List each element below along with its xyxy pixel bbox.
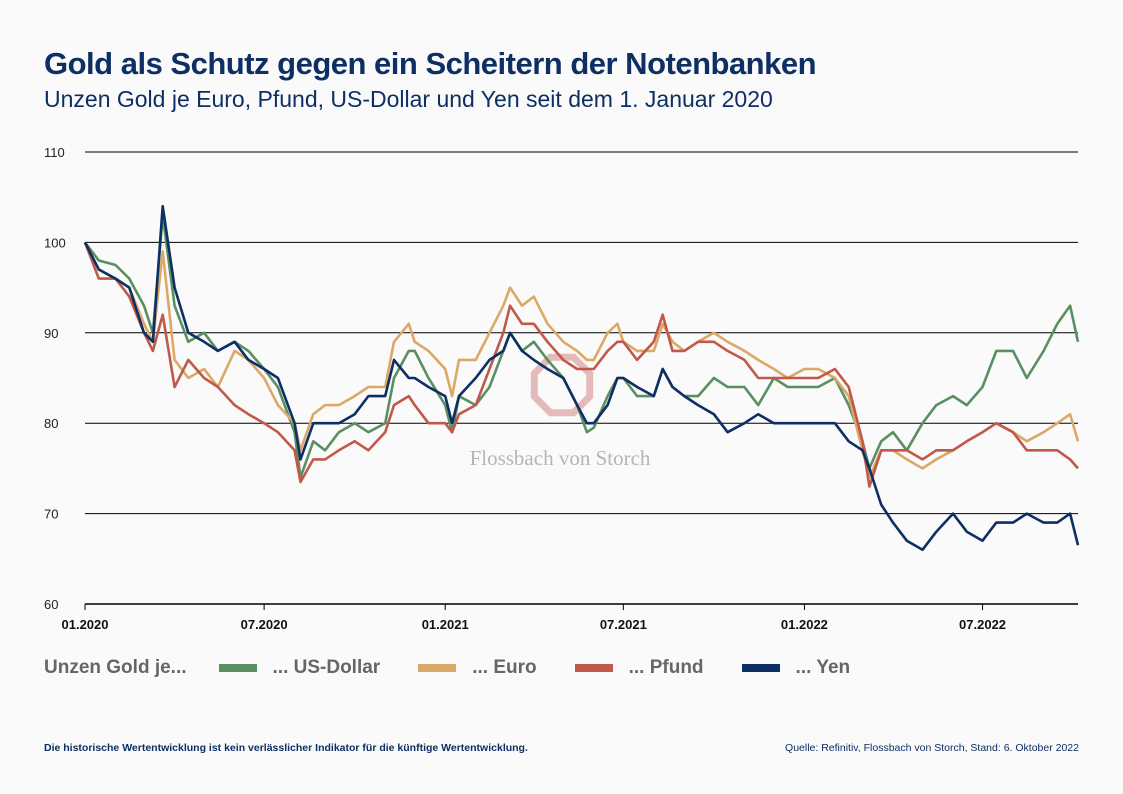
series-line-usd [83, 214, 1080, 479]
legend-item-jpy: ... Yen [741, 657, 851, 679]
series-line-jpy [83, 204, 1080, 552]
x-tick-label: 01.2021 [422, 617, 469, 632]
legend-item-usd: ... US-Dollar [218, 657, 381, 679]
legend-label-jpy: ... Yen [795, 657, 851, 678]
watermark-text: Flossbach von Storch [470, 446, 651, 470]
legend-swatch-eur [418, 664, 457, 672]
chart-subtitle: Unzen Gold je Euro, Pfund, US-Dollar und… [44, 86, 773, 112]
y-tick-label: 60 [44, 597, 58, 612]
series-line-gbp [83, 241, 1079, 488]
x-tick-label: 07.2020 [241, 617, 288, 632]
y-tick-label: 80 [44, 416, 58, 431]
y-tick-label: 100 [44, 235, 66, 250]
y-tick-label: 110 [44, 145, 65, 160]
chart-title: Gold als Schutz gegen ein Scheitern der … [44, 46, 817, 81]
legend-swatch-usd [218, 664, 257, 672]
y-tick-label: 70 [44, 507, 58, 522]
legend-title: Unzen Gold je... [44, 657, 187, 678]
legend-swatch-jpy [741, 664, 780, 672]
x-tick-label: 01.2022 [781, 617, 828, 632]
legend-item-gbp: ... Pfund [574, 657, 704, 679]
legend: Unzen Gold je... ... US-Dollar ... Euro … [44, 657, 888, 679]
legend-swatch-gbp [574, 664, 613, 672]
legend-label-eur: ... Euro [472, 657, 537, 678]
x-tick-label: 01.2020 [62, 617, 109, 632]
legend-label-gbp: ... Pfund [628, 657, 704, 678]
x-tick-label: 07.2021 [600, 617, 647, 632]
disclaimer: Die historische Wertentwicklung ist kein… [44, 742, 528, 754]
legend-label-usd: ... US-Dollar [272, 657, 381, 678]
y-tick-label: 90 [44, 326, 58, 341]
x-tick-label: 07.2022 [959, 617, 1006, 632]
legend-item-eur: ... Euro [418, 657, 537, 679]
source-note: Quelle: Refinitiv, Flossbach von Storch,… [785, 742, 1079, 754]
series-line-eur [83, 241, 1080, 479]
